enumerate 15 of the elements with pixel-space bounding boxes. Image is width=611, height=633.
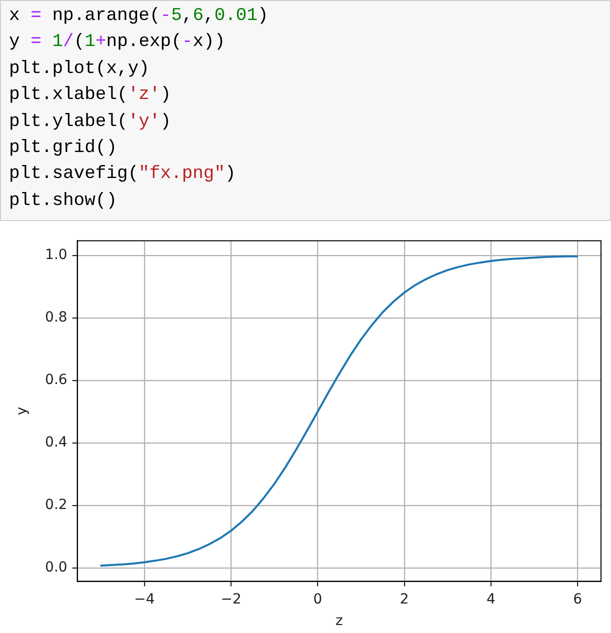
y-tick-label: 1.0	[45, 247, 68, 264]
y-axis-title: y	[14, 406, 30, 416]
x-axis-title: z	[335, 613, 343, 630]
x-tick-label: 4	[486, 591, 496, 608]
y-tick-label: 0.8	[45, 310, 68, 326]
x-tick-label: 6	[573, 591, 582, 608]
x-tick-label: −2	[220, 591, 242, 608]
y-tick-label: 0.6	[45, 372, 68, 388]
code-cell: x = np.arange(-5,6,0.01) y = 1/(1+np.exp(-x)) plt.plot(x,y) plt.xlabel('z') plt.ylabel('y') plt.grid() plt.savefig("fx.png") plt.show()	[0, 0, 611, 221]
x-tick-label: −4	[134, 591, 155, 608]
y-tick-label: 0.2	[45, 497, 68, 514]
y-tick-label: 0.4	[45, 434, 68, 451]
x-tick-label: 2	[400, 591, 409, 608]
x-tick-label: 0	[313, 591, 322, 608]
y-tick-label: 0.0	[45, 560, 68, 576]
